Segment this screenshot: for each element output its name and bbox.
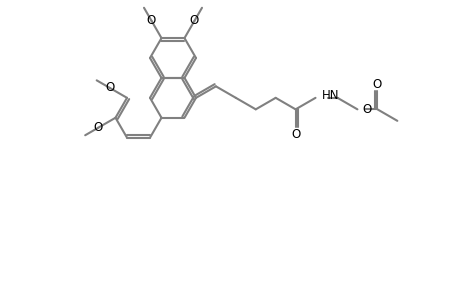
Text: O: O — [190, 14, 199, 27]
Text: O: O — [93, 121, 102, 134]
Text: HN: HN — [321, 89, 338, 102]
Text: O: O — [291, 128, 300, 141]
Text: O: O — [146, 14, 156, 27]
Text: O: O — [362, 103, 371, 116]
Text: O: O — [105, 81, 114, 94]
Text: O: O — [372, 78, 381, 91]
